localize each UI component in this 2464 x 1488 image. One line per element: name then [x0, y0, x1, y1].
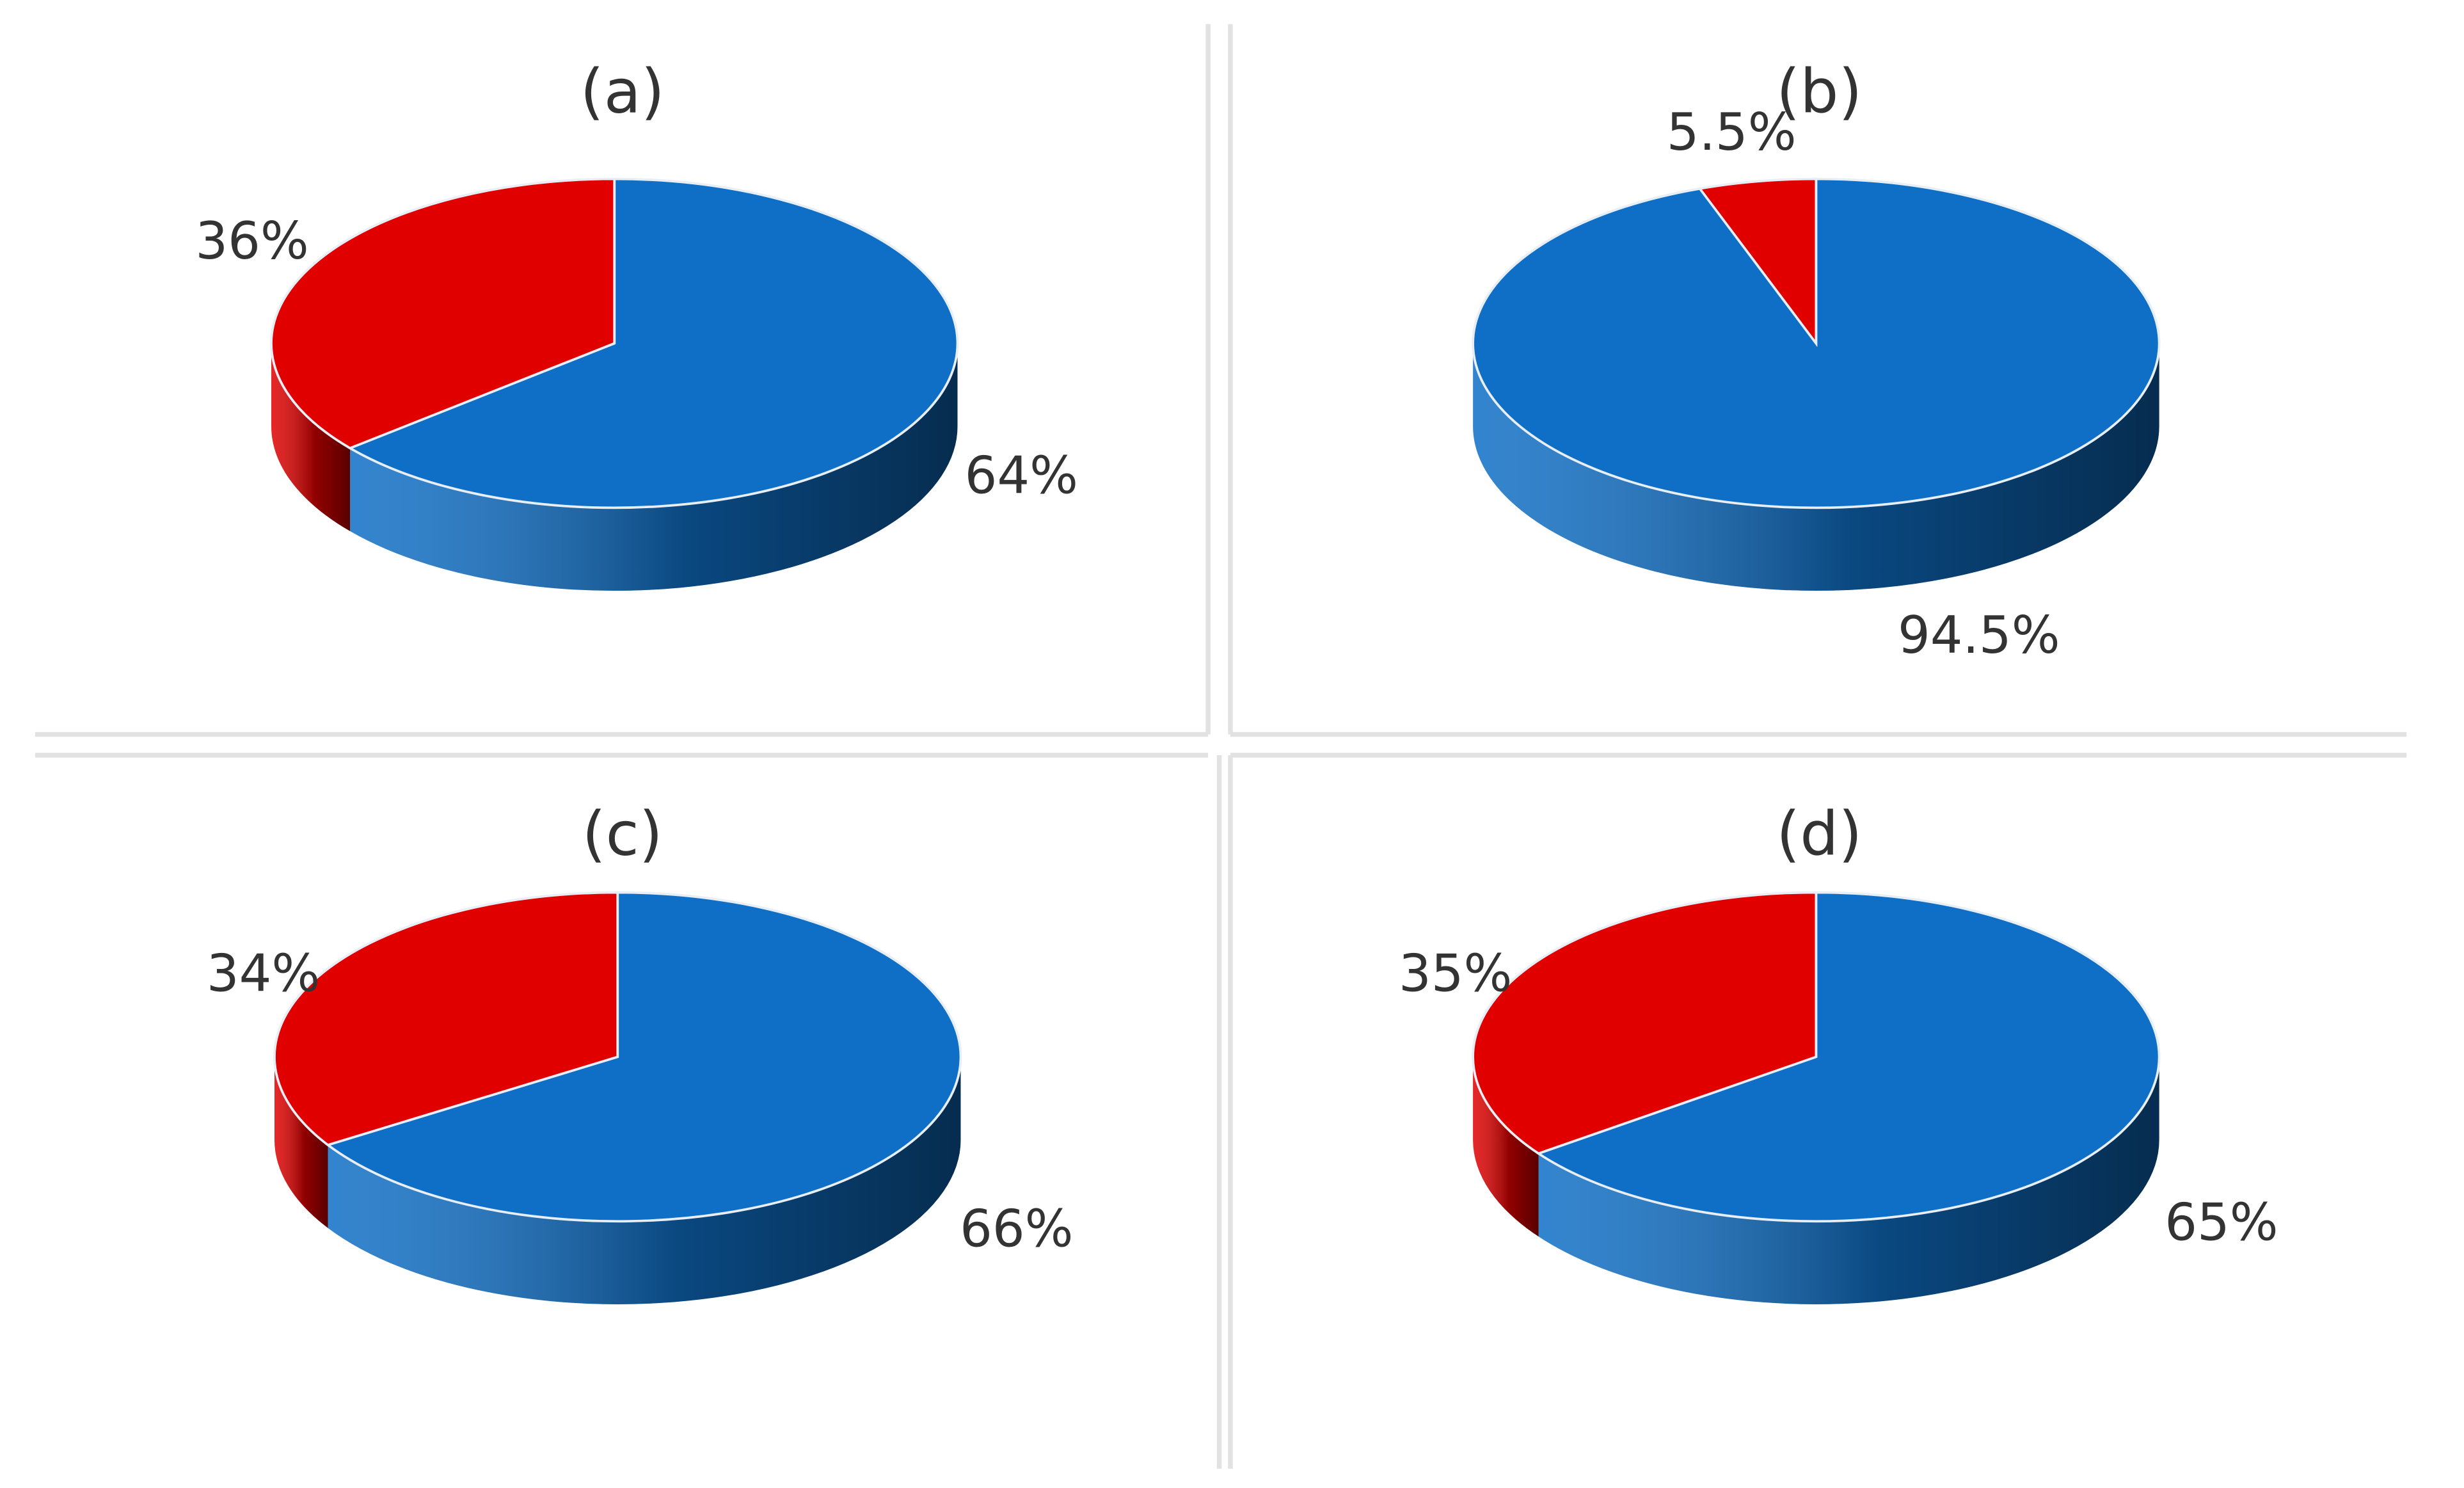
data-label: 5.5% — [1667, 102, 1797, 162]
slice-side-shade — [1538, 1057, 2159, 1304]
chart-title: (c) — [582, 799, 663, 870]
slice-side-shade — [1473, 1057, 1539, 1237]
data-label: 35% — [1399, 944, 1512, 1004]
data-label: 36% — [195, 211, 308, 271]
slice — [273, 891, 619, 1147]
data-label: 65% — [2165, 1193, 2278, 1252]
slice — [1472, 891, 1818, 1155]
chart-title: (d) — [1776, 799, 1862, 870]
slice — [1536, 891, 2161, 1223]
slice-side-shade — [271, 343, 351, 531]
slice-side-shade — [274, 1057, 328, 1228]
chart-title: (b) — [1776, 57, 1862, 127]
slice — [325, 891, 962, 1223]
data-label: 34% — [207, 944, 320, 1004]
chart-title: (a) — [580, 57, 665, 127]
slice-side-shade — [350, 343, 958, 591]
slice-side-shade — [1473, 343, 2159, 591]
data-label: 94.5% — [1898, 605, 2060, 665]
slice — [347, 177, 959, 509]
slice — [270, 177, 616, 450]
slice-side-shade — [328, 1057, 961, 1304]
slice — [1697, 177, 1818, 348]
data-label: 66% — [960, 1199, 1073, 1259]
data-label: 64% — [965, 445, 1078, 505]
